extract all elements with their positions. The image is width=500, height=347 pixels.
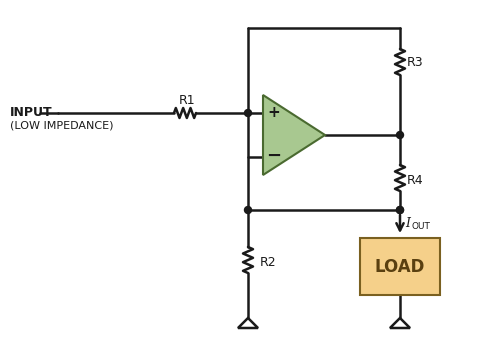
Text: INPUT: INPUT xyxy=(10,105,52,118)
Polygon shape xyxy=(263,95,325,175)
Circle shape xyxy=(396,132,404,138)
Polygon shape xyxy=(238,318,258,328)
Text: R3: R3 xyxy=(407,56,424,68)
Text: (LOW IMPEDANCE): (LOW IMPEDANCE) xyxy=(10,120,114,130)
Text: −: − xyxy=(266,147,281,165)
Circle shape xyxy=(396,206,404,213)
Text: +: + xyxy=(268,104,280,119)
Circle shape xyxy=(396,206,404,213)
Text: I: I xyxy=(405,217,410,229)
Bar xyxy=(360,238,440,295)
Circle shape xyxy=(244,110,252,117)
Text: R2: R2 xyxy=(260,256,276,270)
Text: R4: R4 xyxy=(407,174,424,186)
Circle shape xyxy=(244,206,252,213)
Text: LOAD: LOAD xyxy=(375,257,425,276)
Text: R1: R1 xyxy=(178,93,196,107)
Text: OUT: OUT xyxy=(412,221,431,230)
Polygon shape xyxy=(390,318,410,328)
